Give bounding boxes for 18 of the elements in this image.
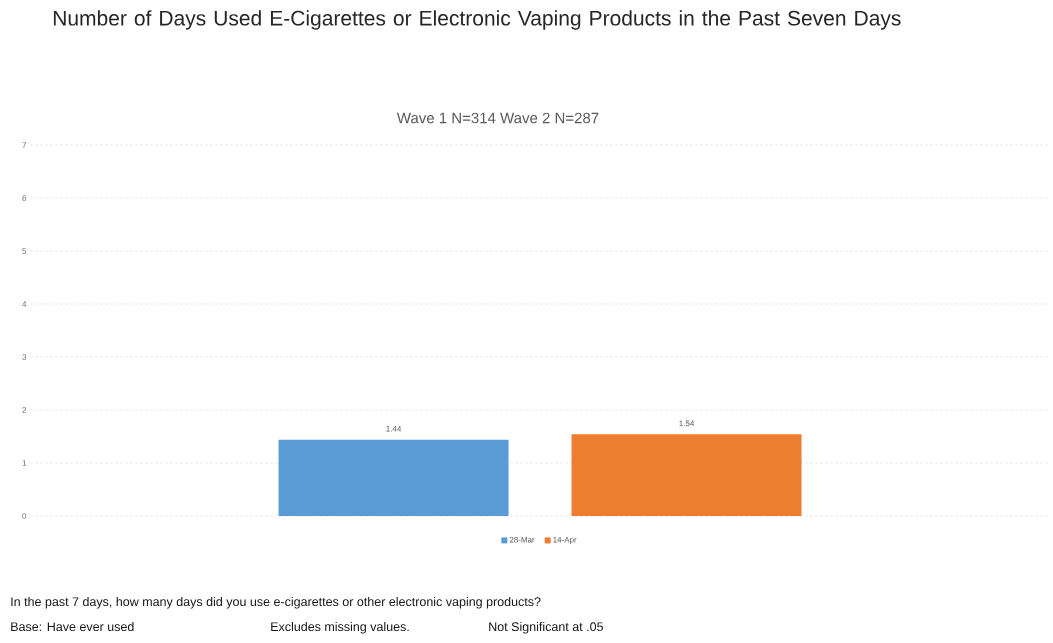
chart-title: Number of Days Used E-Cigarettes or Electronic Vaping Products in the Past Seven Days: [53, 10, 901, 30]
y-tick-label: 0: [22, 513, 27, 519]
data-label: 1.54: [679, 420, 695, 427]
chart-subtitle: Wave 1 N=314 Wave 2 N=287: [396, 112, 599, 124]
data-label: 1.44: [386, 425, 402, 432]
text: Excludes missing values.: [271, 621, 409, 634]
legend-label: 28-Mar: [509, 536, 535, 543]
y-tick-label: 7: [22, 142, 27, 148]
y-tick-label: 5: [22, 248, 27, 254]
y-tick-label: 2: [22, 407, 27, 413]
text: In the past 7 days, how many days did you use e-cigarettes or other electronic vaping products?: [11, 596, 541, 609]
y-tick-label: 1: [22, 460, 27, 466]
y-tick-label: 3: [22, 354, 27, 360]
legend-label: 14-Apr: [553, 536, 577, 545]
text: Base: Have ever used: [11, 621, 134, 632]
y-tick-label: 4: [22, 301, 27, 307]
y-tick-label: 6: [22, 195, 27, 201]
text: Not Significant at .05: [489, 621, 604, 634]
